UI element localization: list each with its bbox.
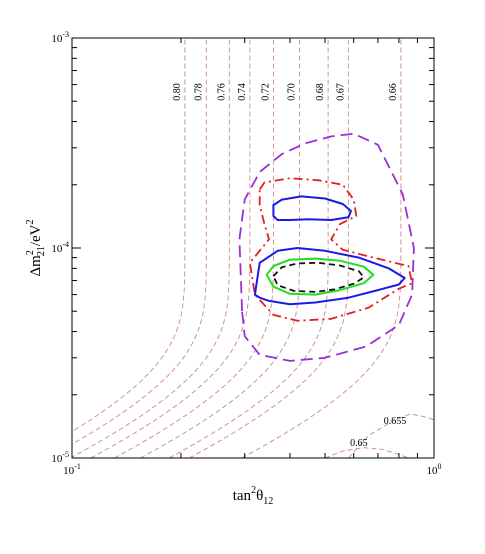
- y-tick-label: 10-5: [51, 450, 69, 465]
- y-title-sup1: 2: [25, 250, 36, 255]
- x-axis-title: tan2θ12: [233, 485, 274, 507]
- confidence-contours: [238, 132, 415, 362]
- plot-frame: [71, 37, 435, 459]
- iso-contour-line: [72, 38, 186, 433]
- y-title-sup2: 2: [25, 220, 36, 225]
- iso-contour-label: 0.76: [216, 83, 227, 101]
- x-tick-label: 10-1: [63, 462, 81, 477]
- low-contour-line: [324, 447, 409, 458]
- iso-contour-label: 0.80: [172, 83, 183, 101]
- confidence-contour: [272, 261, 365, 293]
- y-tick-label: 10-4: [51, 240, 69, 255]
- confidence-contour: [272, 195, 352, 221]
- iso-contour-label: 0.70: [286, 83, 297, 101]
- iso-contour-line: [72, 38, 207, 445]
- iso-contour-label: 0.66: [388, 83, 399, 101]
- iso-contour-label: 0.68: [315, 83, 326, 101]
- y-title-sub: 21: [36, 246, 47, 256]
- iso-contour-label: 0.74: [237, 83, 248, 101]
- confidence-contour: [249, 177, 413, 322]
- axis-ticks: 10-1 100 10-5 10-4 10-3: [51, 30, 441, 477]
- x-tick-label: 100: [427, 462, 442, 477]
- x-title-base: tan: [233, 488, 252, 504]
- iso-contour-label: 0.67: [335, 83, 346, 101]
- iso-contour-line: [114, 38, 274, 458]
- y-title-unit: /eV: [28, 224, 44, 246]
- iso-contour-line: [72, 38, 230, 458]
- iso-contour-line: [168, 38, 329, 458]
- y-title-symbol: Δm: [28, 255, 44, 277]
- x-title-sup: 2: [251, 485, 256, 496]
- iso-contour-line: [241, 38, 402, 458]
- x-title-symbol: θ: [256, 488, 263, 504]
- iso-contour-line: [90, 38, 251, 458]
- low-contours: [324, 413, 434, 458]
- iso-contour-label: 0.78: [193, 83, 204, 101]
- low-contour-line: [348, 413, 434, 458]
- y-axis-title: Δm221/eV2: [25, 220, 47, 277]
- confidence-contour: [253, 247, 406, 306]
- confidence-contour: [238, 132, 415, 362]
- low-contour-label: 0.65: [350, 438, 368, 449]
- y-tick-label: 10-3: [51, 30, 69, 45]
- confidence-contour: [265, 257, 375, 296]
- iso-labels: 0.80 0.78 0.76 0.74 0.72 0.70 0.68 0.67 0.66 0.65…: [172, 83, 406, 449]
- low-contour-label: 0.655: [384, 416, 407, 427]
- iso-contour-label: 0.72: [260, 83, 271, 101]
- iso-contour-line: [189, 38, 349, 458]
- x-title-sub: 12: [263, 496, 273, 507]
